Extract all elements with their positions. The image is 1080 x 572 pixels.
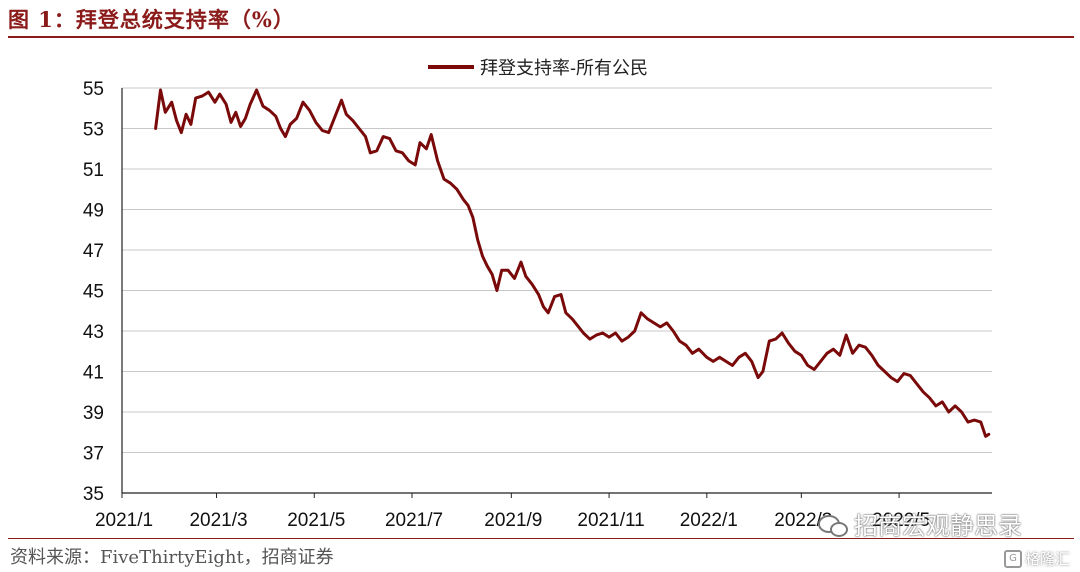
x-tick-label: 2021/3 [189,510,247,531]
y-tick-label: 55 [83,79,104,100]
logo-text: 格隆汇 [1025,550,1071,568]
y-tick-label: 35 [83,484,104,505]
series-line [154,88,991,438]
legend-label: 拜登支持率-所有公民 [480,58,648,78]
gelonghui-logo: G 格隆汇 [1004,548,1070,569]
watermark: 招商宏观静思录 [818,506,1022,541]
x-tick-label: 2021/9 [484,510,542,531]
y-tick-label: 51 [83,160,104,181]
y-tick-label: 37 [83,444,104,465]
x-tick-label: 2021/7 [385,510,443,531]
y-tick-label: 49 [83,201,104,222]
y-tick-label: 39 [83,403,104,424]
series-group [154,88,991,438]
y-tick-label: 43 [83,322,104,343]
source-note: 资料来源：FiveThirtyEight，招商证券 [10,547,334,568]
x-tick-label: 2021/11 [577,510,644,531]
watermark-text: 招商宏观静思录 [854,512,1022,540]
footer-divider [8,538,1074,539]
wechat-icon [818,513,848,537]
x-tick-label: 2021/5 [287,510,345,531]
y-tick-label: 45 [83,282,104,303]
x-tick-label: 2022/1 [680,510,738,531]
x-tick-label: 2021/1 [95,510,153,531]
grid-lines [122,87,992,453]
x-tick-labels: 2021/1 2021/3 2021/5 2021/7 2021/9 2021/11 202… [95,510,930,531]
x-tick-label: 2022/5 [872,510,930,531]
y-tick-labels: 55 53 51 49 47 45 43 41 39 37 35 [83,79,104,505]
y-tick-label: 41 [83,363,104,384]
page-title: 图 1：拜登总统支持率（%） [8,7,295,32]
y-tick-label: 53 [83,120,104,141]
logo-g-icon: G [1004,549,1022,568]
x-tick-label: 2022/3 [774,510,832,531]
title-divider [8,36,1074,38]
legend: 拜登支持率-所有公民 [428,58,648,78]
y-tick-label: 47 [83,241,104,262]
axes [121,88,992,498]
